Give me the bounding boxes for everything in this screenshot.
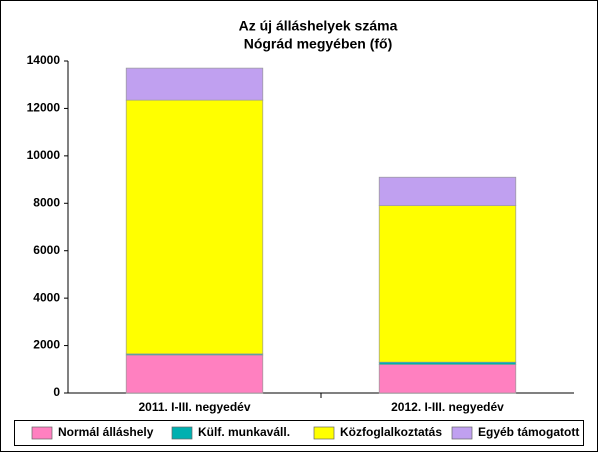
y-tick-label: 6000 [33, 243, 60, 257]
legend-label: Normál álláshely [58, 425, 154, 439]
y-tick-label: 4000 [33, 290, 60, 304]
x-tick-label: 2012. I-III. negyedév [391, 400, 504, 414]
chart-title: Az új álláshelyek száma [239, 18, 398, 34]
chart-title: Nógrád megyében (fő) [244, 36, 393, 52]
legend-swatch [313, 426, 335, 440]
legend-label: Közfoglalkoztatás [340, 425, 442, 439]
bar-segment [378, 205, 517, 363]
legend-label: Egyéb támogatott [478, 425, 579, 439]
bar-segment [125, 67, 264, 101]
bar-segment [125, 354, 264, 394]
legend-label: Külf. munkaváll. [198, 425, 290, 439]
bar-segment [125, 99, 264, 355]
x-tick-label: 2011. I-III. negyedév [138, 400, 250, 414]
legend-swatch [451, 426, 473, 440]
bar-segment [378, 176, 517, 207]
legend-swatch [31, 426, 53, 440]
y-tick-label: 0 [53, 385, 60, 399]
bar-segment [378, 361, 517, 365]
y-tick-label: 12000 [27, 101, 61, 115]
y-tick-label: 14000 [27, 53, 61, 67]
legend-swatch [171, 426, 193, 440]
y-tick-label: 10000 [27, 148, 61, 162]
legend-box [14, 420, 584, 446]
y-tick-label: 2000 [33, 338, 60, 352]
bar-segment [378, 364, 517, 394]
y-tick-label: 8000 [33, 195, 60, 209]
